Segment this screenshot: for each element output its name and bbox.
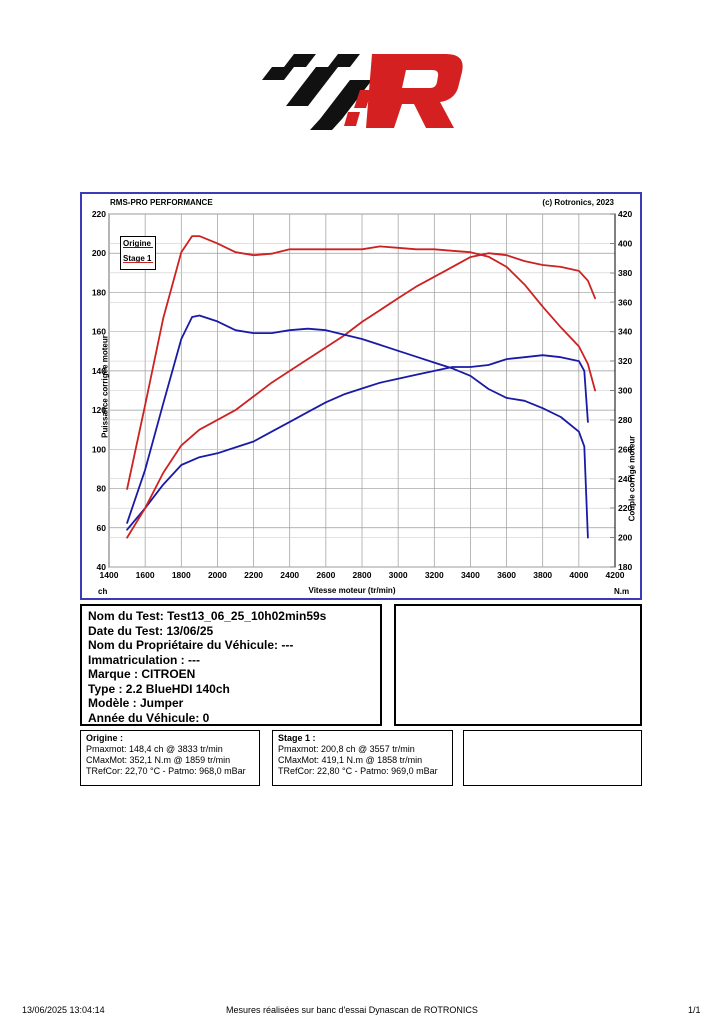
y-right-tick-label: 400 bbox=[618, 238, 632, 248]
y-right-tick-label: 220 bbox=[618, 503, 632, 513]
y-right-tick-label: 200 bbox=[618, 533, 632, 543]
vehicle-owner: Nom du Propriétaire du Véhicule: --- bbox=[88, 638, 294, 652]
stage1-results: Stage 1 : Pmaxmot: 200,8 ch @ 3557 tr/mi… bbox=[272, 730, 453, 786]
y-left-label: Puissance corrigée moteur bbox=[100, 335, 110, 438]
origine-tref: TRefCor: 22,70 °C - Patmo: 968,0 mBar bbox=[86, 766, 246, 776]
footer-note: Mesures réalisées sur banc d'essai Dynas… bbox=[226, 1005, 478, 1015]
y-right-tick-label: 280 bbox=[618, 415, 632, 425]
vehicle-brand: Marque : CITROEN bbox=[88, 667, 196, 681]
dyno-chart: 1400 1600 1800 2000 2200 2400 2600 2800 3000 3200… bbox=[80, 192, 642, 600]
legend-stage1: Stage 1 bbox=[123, 254, 152, 263]
chart-canvas: 1400 1600 1800 2000 2200 2400 2600 2800 3000 3200… bbox=[92, 209, 633, 580]
y-left-tick-label: 140 bbox=[92, 366, 106, 376]
y-right-tick-label: 240 bbox=[618, 474, 632, 484]
y-left-tick-label: 200 bbox=[92, 248, 106, 258]
y-left-tick-label: 220 bbox=[92, 209, 106, 219]
vehicle-registration: Immatriculation : --- bbox=[88, 652, 201, 667]
legend-origine: Origine bbox=[123, 239, 152, 248]
chart-legend: Origine Stage 1 bbox=[120, 236, 156, 270]
x-tick-label: 2200 bbox=[244, 570, 263, 580]
x-tick-label: 1800 bbox=[172, 570, 191, 580]
y-left-tick-label: 60 bbox=[97, 523, 107, 533]
x-unit-right: N.m bbox=[614, 587, 630, 596]
stage1-cmax: CMaxMot: 419,1 N.m @ 1858 tr/min bbox=[278, 755, 423, 765]
x-tick-label: 3400 bbox=[461, 570, 480, 580]
x-tick-label: 3600 bbox=[497, 570, 516, 580]
vehicle-model: Modèle : Jumper bbox=[88, 696, 184, 710]
origine-cmax: CMaxMot: 352,1 N.m @ 1859 tr/min bbox=[86, 755, 231, 765]
test-info-panel: Nom du Test: Test13_06_25_10h02min59s Da… bbox=[80, 604, 382, 726]
y-right-tick-label: 340 bbox=[618, 327, 632, 337]
y-right-tick-label: 320 bbox=[618, 356, 632, 366]
stage1-tref: TRefCor: 22,80 °C - Patmo: 969,0 mBar bbox=[278, 766, 438, 776]
x-tick-label: 3000 bbox=[389, 570, 408, 580]
x-tick-label: 2800 bbox=[353, 570, 372, 580]
y-right-tick-label: 300 bbox=[618, 386, 632, 396]
y-right-tick-label: 260 bbox=[618, 444, 632, 454]
origine-pmax: Pmaxmot: 148,4 ch @ 3833 tr/min bbox=[86, 744, 223, 754]
legend-stage1-swatch bbox=[123, 262, 153, 263]
vehicle-year: Année du Véhicule: 0 bbox=[88, 710, 210, 725]
x-tick-label: 4000 bbox=[569, 570, 588, 580]
series-line-origine-torque bbox=[126, 314, 589, 539]
y-right-tick-label: 380 bbox=[618, 268, 632, 278]
chart-title: RMS-PRO PERFORMANCE bbox=[110, 198, 213, 207]
stage1-title: Stage 1 : bbox=[278, 733, 316, 743]
y-left-tick-label: 160 bbox=[92, 327, 106, 337]
y-right-tick-label: 420 bbox=[618, 209, 632, 219]
x-tick-label: 2600 bbox=[316, 570, 335, 580]
y-left-tick-label: 100 bbox=[92, 444, 106, 454]
x-tick-label: 2400 bbox=[280, 570, 299, 580]
extra-results-panel bbox=[463, 730, 642, 786]
footer-page: 1/1 bbox=[688, 1005, 701, 1015]
brand-logo bbox=[262, 54, 463, 130]
x-tick-label: 3200 bbox=[425, 570, 444, 580]
y-left-tick-label: 80 bbox=[97, 484, 107, 494]
stage1-pmax: Pmaxmot: 200,8 ch @ 3557 tr/min bbox=[278, 744, 415, 754]
series-line-origine-power bbox=[126, 354, 589, 531]
test-date: Date du Test: 13/06/25 bbox=[88, 623, 214, 638]
y-right-label: Couple corrigé moteur bbox=[627, 435, 637, 522]
origine-results: Origine : Pmaxmot: 148,4 ch @ 3833 tr/mi… bbox=[80, 730, 260, 786]
footer-timestamp: 13/06/2025 13:04:14 bbox=[22, 1005, 105, 1015]
origine-title: Origine : bbox=[86, 733, 124, 743]
notes-panel bbox=[394, 604, 642, 726]
y-right-tick-label: 180 bbox=[618, 562, 632, 572]
test-name: Nom du Test: Test13_06_25_10h02min59s bbox=[88, 609, 327, 623]
y-left-tick-label: 120 bbox=[92, 405, 106, 415]
x-unit-left: ch bbox=[98, 587, 108, 596]
x-tick-label: 2000 bbox=[208, 570, 227, 580]
legend-origine-swatch bbox=[123, 247, 153, 248]
vehicle-type: Type : 2.2 BlueHDI 140ch bbox=[88, 681, 230, 696]
y-left-tick-label: 180 bbox=[92, 287, 106, 297]
series-line-stage-1-power bbox=[126, 252, 596, 539]
y-right-tick-label: 360 bbox=[618, 297, 632, 307]
x-tick-label: 1400 bbox=[100, 570, 119, 580]
series-line-stage-1-torque bbox=[126, 235, 596, 490]
x-tick-label: 3800 bbox=[533, 570, 552, 580]
y-left-tick-label: 40 bbox=[97, 562, 107, 572]
x-tick-label: 1600 bbox=[136, 570, 155, 580]
x-tick-label: 4200 bbox=[606, 570, 625, 580]
x-axis-label: Vitesse moteur (tr/min) bbox=[308, 586, 396, 595]
chart-copyright: (c) Rotronics, 2023 bbox=[542, 198, 614, 207]
